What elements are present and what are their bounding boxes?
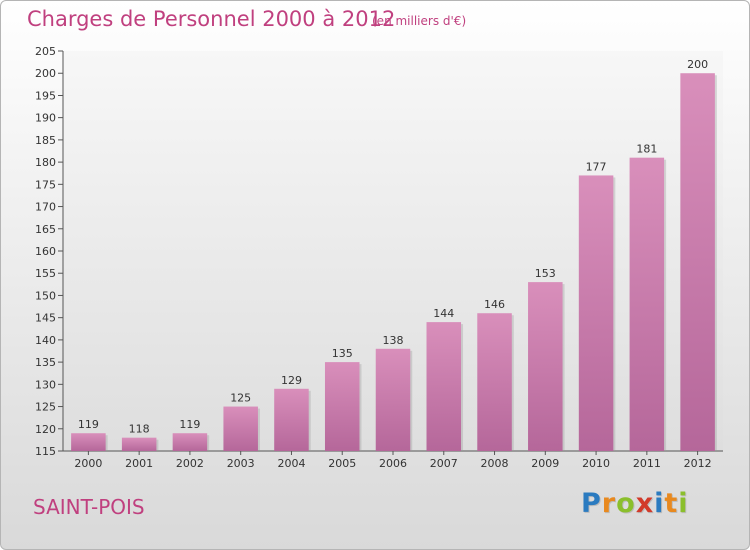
logo-letter: i	[654, 488, 665, 519]
x-tick-label: 2004	[277, 457, 305, 470]
bar	[528, 282, 563, 451]
y-tick-label: 115	[35, 445, 56, 458]
x-tick-label: 2012	[684, 457, 712, 470]
place-name: SAINT-POIS	[33, 495, 145, 519]
bar	[375, 348, 411, 451]
y-tick-label: 120	[35, 423, 56, 436]
y-tick-label: 165	[35, 223, 56, 236]
x-tick-label: 2003	[227, 457, 255, 470]
y-tick-label: 180	[35, 156, 56, 169]
y-tick-label: 145	[35, 312, 56, 325]
bar	[223, 406, 258, 451]
logo-letter: x	[635, 488, 655, 519]
logo-letter: P	[581, 488, 602, 519]
logo-letter: i	[678, 488, 689, 519]
y-tick-label: 125	[35, 401, 56, 414]
y-tick-label: 170	[35, 201, 56, 214]
x-tick-label: 2007	[430, 457, 458, 470]
y-tick-label: 175	[35, 178, 56, 191]
chart-title: Charges de Personnel 2000 à 2012	[27, 7, 396, 31]
x-tick-label: 2009	[531, 457, 559, 470]
bar	[680, 73, 715, 451]
chart-subtitle: (en milliers d'€)	[372, 14, 467, 28]
data-label: 119	[179, 418, 200, 431]
y-tick-label: 205	[35, 45, 56, 58]
logo-letter: r	[601, 488, 617, 519]
y-tick-label: 130	[35, 378, 56, 391]
data-label: 153	[535, 267, 556, 280]
proxiti-logo: Proxiti	[581, 488, 689, 519]
bar	[121, 437, 157, 451]
bar	[71, 433, 106, 451]
logo-letter: o	[616, 488, 636, 519]
data-label: 177	[586, 160, 607, 173]
x-tick-label: 2006	[379, 457, 407, 470]
data-label: 146	[484, 298, 505, 311]
y-tick-label: 140	[35, 334, 56, 347]
bar	[172, 433, 208, 451]
bar	[426, 322, 462, 451]
data-label: 118	[129, 423, 150, 436]
bar	[578, 175, 614, 451]
y-tick-label: 155	[35, 267, 56, 280]
data-label: 135	[332, 347, 353, 360]
bar	[324, 362, 360, 451]
bar	[629, 157, 665, 451]
data-label: 129	[281, 374, 302, 387]
x-tick-label: 2001	[125, 457, 153, 470]
y-tick-label: 185	[35, 134, 56, 147]
x-tick-label: 2002	[176, 457, 204, 470]
bar	[477, 313, 512, 451]
data-label: 119	[78, 418, 99, 431]
x-tick-label: 2005	[328, 457, 356, 470]
x-tick-label: 2008	[481, 457, 509, 470]
bar	[274, 388, 309, 451]
y-tick-label: 195	[35, 89, 56, 102]
y-tick-label: 150	[35, 289, 56, 302]
logo-letter: t	[664, 488, 679, 519]
data-label: 138	[383, 334, 404, 347]
data-label: 144	[433, 307, 454, 320]
data-label: 125	[230, 392, 251, 405]
y-tick-label: 190	[35, 112, 56, 125]
data-label: 181	[636, 143, 657, 156]
x-tick-label: 2010	[582, 457, 610, 470]
y-tick-label: 135	[35, 356, 56, 369]
y-tick-label: 200	[35, 67, 56, 80]
x-tick-label: 2011	[633, 457, 661, 470]
data-label: 200	[687, 58, 708, 71]
x-tick-label: 2000	[74, 457, 102, 470]
y-tick-label: 160	[35, 245, 56, 258]
